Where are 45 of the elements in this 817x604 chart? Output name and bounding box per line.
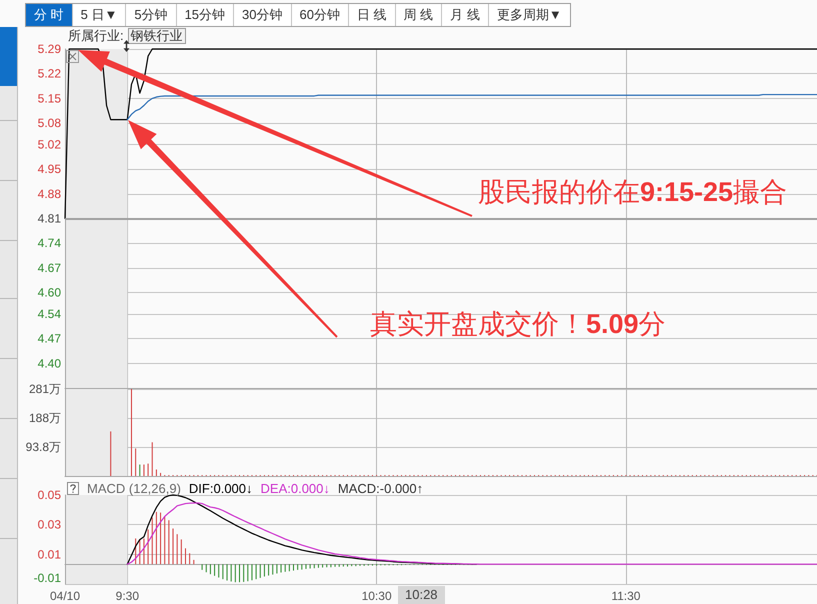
period-tab: 15分钟 <box>176 4 234 26</box>
period-tab: 5分钟 <box>125 4 176 26</box>
period-tab: 分 时 <box>26 4 72 26</box>
y-tick-label: 5.15 <box>38 91 62 106</box>
y-tick-label: 5.02 <box>38 137 62 152</box>
y-tick-label: 4.40 <box>38 356 62 370</box>
x-tick-label: 9:30 <box>116 589 140 603</box>
y-tick-label: 281万 <box>28 382 61 396</box>
y-tick-label: 4.67 <box>38 260 62 275</box>
period-tab: 5 日▼ <box>72 4 126 26</box>
period-tab: 日 线 <box>348 4 395 26</box>
period-tab: 60分钟 <box>290 4 348 26</box>
y-tick-label: -0.01 <box>34 571 62 585</box>
y-tick-label: 188万 <box>28 410 61 425</box>
line-series <box>64 48 817 220</box>
annotation: MACD:-0.000↑ <box>338 480 424 496</box>
chart-subtitle: 钢铁行业 <box>128 28 186 44</box>
y-tick-label: 5.29 <box>38 42 62 56</box>
chart-title: MACD (12,26,9) <box>87 480 181 496</box>
x-tick-label: 04/10 <box>50 589 80 603</box>
text: DEA:0.000↓ <box>260 480 330 496</box>
period-tab: 30分钟 <box>233 4 291 26</box>
y-tick-label: 0.05 <box>38 488 62 502</box>
chart-title: 所属行业: <box>68 27 124 45</box>
series-label: DIF:0.000↓ <box>188 480 253 496</box>
y-tick-label: 4.60 <box>38 286 62 300</box>
y-tick-label: 5.22 <box>38 66 62 81</box>
x-tick-label: 11:30 <box>611 589 641 603</box>
y-tick-label: 93.8万 <box>26 440 61 454</box>
y-tick-label: 4.88 <box>38 186 62 201</box>
x-tick-label: 10:30 <box>362 589 392 603</box>
y-tick-label: 4.81 <box>38 212 62 226</box>
y-tick-label: 4.54 <box>38 306 62 321</box>
period-tab: 周 线 <box>394 4 442 26</box>
y-tick-label: 0.01 <box>38 547 62 562</box>
y-tick-label: 4.74 <box>38 236 62 250</box>
text: 10:28 <box>398 586 445 604</box>
y-tick-label: 4.47 <box>38 332 62 346</box>
period-tab: 更多周期▼ <box>488 4 570 26</box>
annotation: 股民报的价在9:15-25撮合 <box>478 177 788 208</box>
y-tick-label: 5.08 <box>38 116 62 130</box>
y-tick-label: 0.03 <box>38 518 62 532</box>
annotation: 真实开盘成交价！5.09分 <box>370 309 666 340</box>
period-tab: 月 线 <box>441 4 488 26</box>
y-tick-label: 4.95 <box>38 162 62 176</box>
